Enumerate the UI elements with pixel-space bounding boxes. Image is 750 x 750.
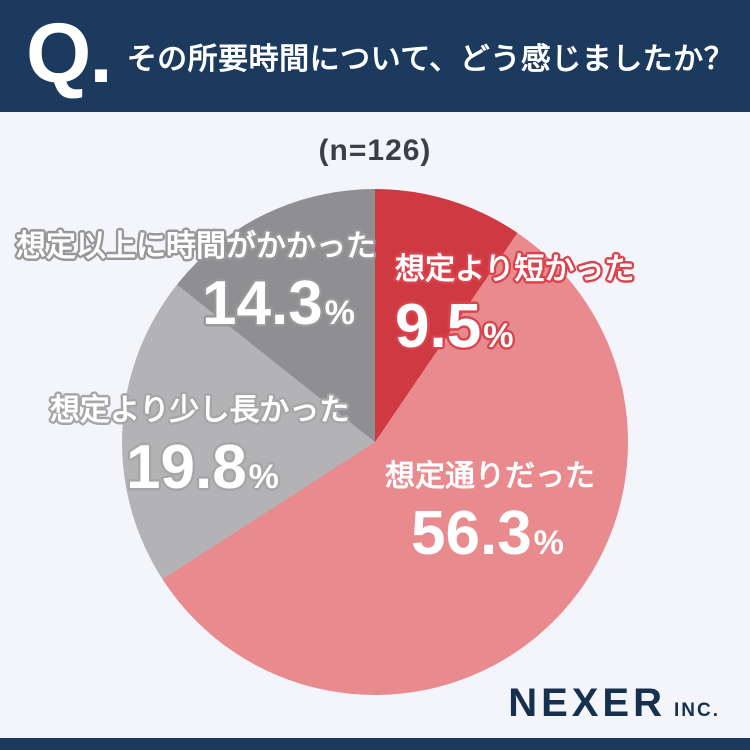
- pie-slice-label-group: 想定以上に時間がかかった 14.3%: [16, 230, 376, 335]
- nexer-logo-suffix: INC.: [674, 700, 720, 721]
- slice-value: 19.8%: [126, 436, 349, 499]
- percent-sign: %: [324, 293, 355, 332]
- slice-value-number: 56.3: [411, 498, 532, 568]
- pie-slice-label-group: 想定より短かった 9.5%: [395, 253, 634, 358]
- percent-sign: %: [533, 523, 564, 562]
- nexer-logo-main: NEXER: [508, 681, 666, 725]
- question-title: その所要時間について、どう感じましたか？: [126, 43, 735, 76]
- pie-slice-label-group: 想定通りだった 56.3%: [385, 460, 595, 565]
- slice-value-number: 9.5: [395, 291, 482, 361]
- slice-category-label: 想定以上に時間がかかった: [16, 230, 376, 263]
- slice-category-label: 想定より少し長かった: [50, 394, 350, 427]
- percent-sign: %: [248, 457, 279, 496]
- pie-chart: [122, 189, 628, 695]
- percent-sign: %: [483, 316, 514, 355]
- slice-value: 56.3%: [411, 502, 595, 565]
- slice-category-label: 想定より短かった: [395, 253, 635, 286]
- nexer-logo: NEXER INC.: [508, 681, 720, 726]
- slice-value: 9.5%: [395, 295, 634, 358]
- bottom-border-bar: [0, 738, 750, 750]
- question-header: Q. その所要時間について、どう感じましたか？: [0, 0, 750, 112]
- slice-value: 14.3%: [202, 272, 376, 335]
- q-mark: Q.: [26, 6, 113, 101]
- slice-category-label: 想定通りだった: [385, 460, 595, 493]
- sample-size-label: (n=126): [318, 134, 432, 167]
- slice-value-number: 14.3: [202, 268, 323, 338]
- slice-value-number: 19.8: [126, 432, 247, 502]
- pie-slice-label-group: 想定より少し長かった 19.8%: [50, 394, 349, 499]
